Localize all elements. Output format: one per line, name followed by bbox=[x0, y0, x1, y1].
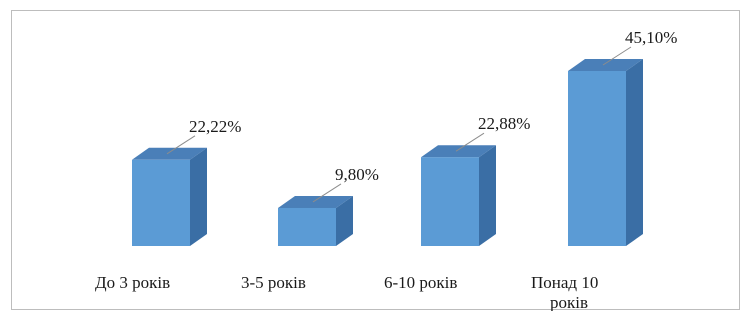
bar-side-2 bbox=[479, 145, 496, 246]
category-label-1-line-0: 3-5 років bbox=[241, 273, 306, 292]
bar-top-3 bbox=[568, 59, 643, 71]
data-label-0: 22,22% bbox=[189, 117, 241, 136]
data-label-leader-0 bbox=[166, 135, 196, 155]
bar-side-3 bbox=[626, 59, 643, 246]
category-label-3-line-1: років bbox=[550, 293, 588, 311]
category-label-1: 3-5 років bbox=[241, 273, 306, 292]
data-label-leader-1 bbox=[312, 183, 342, 203]
category-label-0: До 3 років bbox=[95, 273, 170, 292]
chart-frame: 22,22% До 3 років 9,80% 3-5 років 22,88% 6-10… bbox=[11, 10, 740, 311]
data-label-2: 22,88% bbox=[478, 114, 530, 133]
bar-chart: 22,22% До 3 років 9,80% 3-5 років 22,88% 6-10… bbox=[95, 28, 677, 311]
data-label-3: 45,10% bbox=[625, 28, 677, 47]
bar-top-1 bbox=[278, 195, 353, 208]
bar-3 bbox=[568, 71, 626, 246]
category-label-2-line-0: 6-10 років bbox=[384, 273, 457, 292]
bar-2 bbox=[421, 157, 479, 246]
bar-side-0 bbox=[190, 147, 207, 246]
category-label-0-line-0: До 3 років bbox=[95, 273, 170, 292]
data-label-leader-2 bbox=[455, 132, 485, 152]
data-label-leader-3 bbox=[602, 46, 632, 66]
bar-top-2 bbox=[421, 145, 496, 158]
bar-side-1 bbox=[336, 195, 353, 246]
category-label-3-line-0: Понад 10 bbox=[531, 273, 598, 292]
data-label-1: 9,80% bbox=[335, 165, 379, 184]
bar-1 bbox=[278, 207, 336, 246]
category-label-3: Понад 10 років bbox=[531, 273, 598, 311]
bar-0 bbox=[132, 159, 190, 246]
category-label-2: 6-10 років bbox=[384, 273, 457, 292]
bar-top-0 bbox=[132, 147, 207, 160]
